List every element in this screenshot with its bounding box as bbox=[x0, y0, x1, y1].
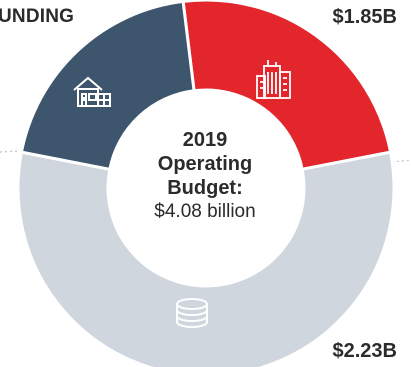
house-icon bbox=[73, 76, 111, 107]
top-right-value-label: $1.85B bbox=[332, 6, 398, 28]
center-total-value: $4.08 billion bbox=[154, 201, 256, 222]
center-title-line1: Operating bbox=[157, 153, 253, 175]
blue-slice bbox=[19, 0, 196, 172]
donut-center-text: 2019 Operating Budget: $4.08 billion bbox=[120, 128, 290, 224]
bottom-right-value-label: $2.23B bbox=[332, 340, 398, 362]
left-connector-line bbox=[0, 149, 41, 153]
funding-label: UNDING bbox=[0, 6, 75, 27]
buildings-icon bbox=[256, 60, 291, 99]
grey-slice bbox=[16, 150, 396, 367]
center-title-line2: Budget: bbox=[167, 177, 243, 199]
coins-icon bbox=[176, 298, 208, 328]
center-year: 2019 bbox=[182, 129, 228, 151]
